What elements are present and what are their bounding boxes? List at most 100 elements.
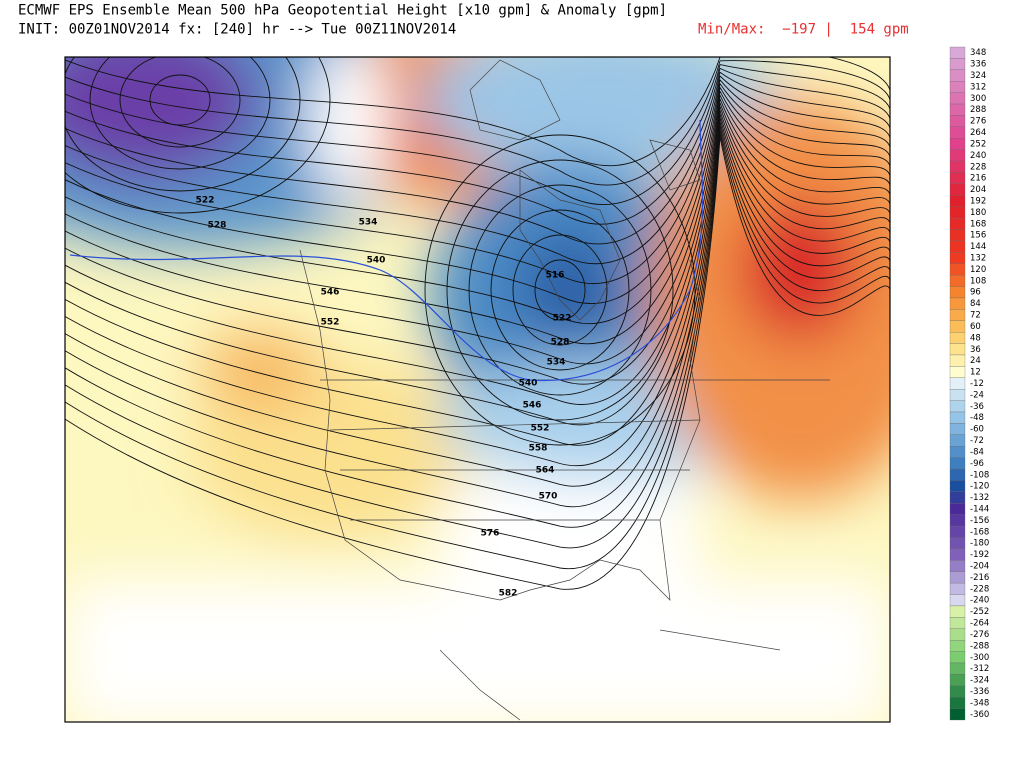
colorbar-label: 72: [970, 311, 981, 321]
colorbar-swatch: [949, 286, 966, 299]
colorbar-label: -336: [970, 687, 989, 697]
colorbar-swatch: [949, 354, 966, 367]
colorbar-label: -348: [970, 698, 989, 708]
colorbar-label: 300: [970, 94, 986, 104]
contour-label: 540: [519, 379, 538, 389]
contour: [65, 60, 890, 186]
colorbar-label: -48: [970, 413, 984, 423]
colorbar-swatch: [949, 708, 966, 721]
contour: [65, 57, 331, 214]
colorbar-label: -156: [970, 516, 989, 526]
colorbar-swatch: [949, 548, 966, 561]
colorbar-label: 96: [970, 288, 981, 298]
colorbar-label: 288: [970, 105, 986, 115]
contour-label: 522: [196, 196, 215, 206]
colorbar-label: -36: [970, 402, 984, 412]
colorbar-swatch: [949, 183, 966, 196]
colorbar-swatch: [949, 434, 966, 447]
contour-label: 546: [523, 401, 542, 411]
colorbar-label: 276: [970, 117, 986, 127]
colorbar-swatch: [949, 195, 966, 207]
height-contours: [65, 57, 890, 590]
colorbar-label: -252: [970, 607, 989, 617]
colorbar-label: -144: [970, 504, 989, 514]
colorbar-label: 84: [970, 299, 981, 309]
colorbar-label: -228: [970, 584, 989, 594]
contour: [65, 117, 890, 487]
colorbar-label: -168: [970, 527, 989, 537]
colorbar-swatch: [949, 457, 966, 470]
contour: [65, 129, 890, 549]
contour-label: 540: [367, 256, 386, 266]
contour: [65, 71, 890, 245]
colorbar-label: 36: [970, 345, 981, 355]
colorbar-label: -120: [970, 482, 989, 492]
title: ECMWF EPS Ensemble Mean 500 hPa Geopoten…: [18, 3, 667, 19]
contour: [65, 57, 301, 192]
colorbar-swatch: [949, 571, 966, 584]
contour-label: 552: [531, 424, 550, 434]
colorbar-swatch: [949, 617, 966, 629]
contour: [65, 64, 890, 205]
contour-label: 534: [547, 358, 566, 368]
colorbar-label: -12: [970, 379, 984, 389]
colorbar-label: 48: [970, 333, 981, 343]
colorbar-label: 348: [970, 48, 986, 58]
contour: [490, 209, 630, 371]
contour: [65, 121, 890, 508]
contour: [446, 159, 674, 421]
colorbar-swatch: [949, 149, 966, 162]
colorbar-swatch: [949, 126, 966, 139]
colorbar-swatch: [949, 628, 966, 641]
colorbar-swatch: [949, 115, 966, 127]
colorbar-label: -108: [970, 470, 989, 480]
map: 516 522 528 534 540 546 552 558 564 570 576 582 522 5…: [65, 57, 890, 722]
colorbar-swatch: [949, 525, 966, 538]
colorbar-swatch: [949, 503, 966, 515]
zero-line: [69, 119, 704, 382]
colorbar-swatch: [949, 263, 966, 276]
contour-label: 528: [208, 221, 227, 231]
colorbar-swatch: [949, 400, 966, 413]
colorbar-label: 120: [970, 265, 986, 275]
colorbar-swatch: [949, 92, 966, 105]
colorbar-swatch: [949, 332, 966, 344]
contour: [65, 83, 890, 304]
colorbar-label: -96: [970, 459, 984, 469]
contour: [65, 110, 890, 446]
contour-label: 570: [539, 492, 558, 502]
colorbar-swatch: [949, 343, 966, 356]
colorbar-swatch: [949, 206, 966, 219]
contour-label: 522: [553, 314, 572, 324]
colorbar-swatch: [949, 172, 966, 185]
colorbar-label: -324: [970, 676, 989, 686]
colorbar-label: 24: [970, 356, 981, 366]
colorbar-label: 12: [970, 368, 981, 378]
contour-label: 552: [321, 318, 340, 328]
colorbar-swatch: [949, 685, 966, 698]
colorbar-label: 252: [970, 139, 986, 149]
colorbar-label: 312: [970, 82, 986, 92]
colorbar-label: -288: [970, 641, 989, 651]
colorbar-swatch: [949, 217, 966, 230]
colorbar-label: -60: [970, 425, 984, 435]
contour: [65, 90, 890, 345]
colorbar-swatch: [949, 697, 966, 709]
contour-label: 582: [499, 589, 518, 599]
colorbar-label: 144: [970, 242, 986, 252]
colorbar-label: 240: [970, 151, 986, 161]
colorbar-swatch: [949, 138, 966, 150]
colorbar-swatch: [949, 160, 966, 173]
colorbar-swatch: [949, 537, 966, 550]
coastlines: [299, 59, 830, 721]
contour: [65, 102, 890, 405]
colorbar-swatch: [949, 229, 966, 242]
init-line: INIT: 00Z01NOV2014 fx: [240] hr --> Tue …: [18, 22, 456, 38]
colorbar-swatch: [949, 594, 966, 607]
colorbar-swatch: [949, 69, 966, 82]
colorbar-label: -132: [970, 493, 989, 503]
colorbar-label: -276: [970, 630, 989, 640]
colorbar-label: 168: [970, 219, 986, 229]
colorbar-swatch: [949, 446, 966, 458]
